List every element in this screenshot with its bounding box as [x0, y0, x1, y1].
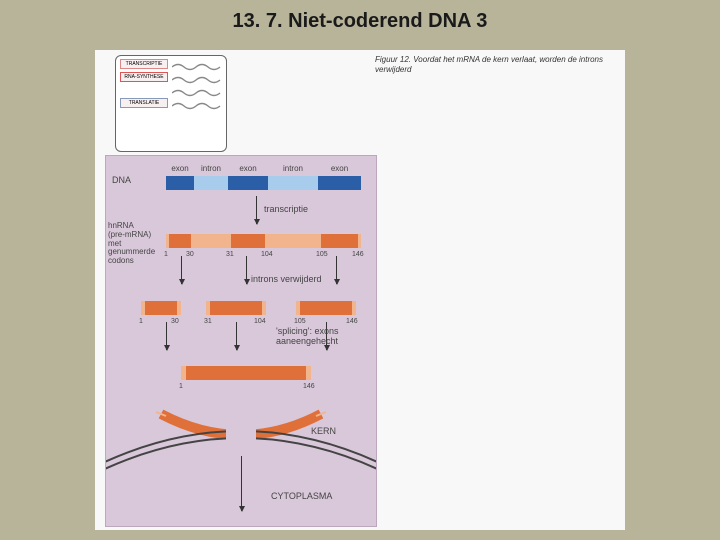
- premrna-segment: [268, 234, 318, 248]
- dna-seg-label: intron: [194, 164, 228, 173]
- dna-segment: [194, 176, 228, 190]
- dna-segment: [166, 176, 194, 190]
- dna-segment: [268, 176, 318, 190]
- codon-number: 30: [186, 251, 194, 258]
- codon-number: 146: [346, 318, 358, 325]
- step3-l2: aaneengehecht: [276, 336, 338, 346]
- step-label-transcriptie: transcriptie: [264, 204, 308, 214]
- caption-fig: Figuur 12.: [375, 55, 411, 64]
- step-label-splicing: 'splicing': exons aaneengehecht: [276, 326, 338, 346]
- inset-overview-box: TRANSCRIPTIE RNA-SYNTHESE TRANSLATIE: [115, 55, 227, 152]
- inset-strand-squiggle: [172, 72, 222, 82]
- codon-number: 105: [294, 318, 306, 325]
- codon-number: 104: [254, 318, 266, 325]
- exon-piece: [296, 301, 356, 315]
- codon-number: 105: [316, 251, 328, 258]
- codon-number: 1: [179, 383, 183, 390]
- exon-piece: [141, 301, 181, 315]
- arrow-down: [181, 256, 182, 284]
- arrow-down: [166, 322, 167, 350]
- codon-number: 146: [303, 383, 315, 390]
- label-cytoplasma: CYTOPLASMA: [271, 491, 332, 501]
- codon-number: 30: [171, 318, 179, 325]
- codon-number: 1: [139, 318, 143, 325]
- codon-number: 1: [164, 251, 168, 258]
- codon-number: 146: [352, 251, 364, 258]
- exon-piece: [206, 301, 266, 315]
- premrna-track: [166, 234, 361, 248]
- dna-seg-label: exon: [318, 164, 361, 173]
- premrna-l1: hnRNA: [108, 221, 134, 230]
- inset-stage-label: TRANSCRIPTIE: [120, 59, 168, 69]
- step3-l1: 'splicing': exons: [276, 326, 338, 336]
- mrna-track: [181, 366, 311, 380]
- premrna-l2: (pre-mRNA): [108, 230, 151, 239]
- codon-number: 31: [204, 318, 212, 325]
- premrna-segment: [318, 234, 361, 248]
- arrow-down: [236, 322, 237, 350]
- premrna-l5: codons: [108, 256, 134, 265]
- premrna-segment: [166, 234, 194, 248]
- caption-line2: Voordat het mRNA de kern verlaat, worden: [413, 55, 565, 64]
- arrow-exit-nucleus: [241, 456, 242, 511]
- slide: 13. 7. Niet-coderend DNA 3 Figuur 12. Vo…: [0, 0, 720, 540]
- codon-number: 104: [261, 251, 273, 258]
- inset-strand-squiggle: [172, 85, 222, 95]
- inset-strand-squiggle: [172, 59, 222, 69]
- main-diagram-panel: DNA exonintronexonintronexon transcripti…: [105, 155, 377, 527]
- dna-row-label: DNA: [112, 176, 131, 186]
- arrow-down: [246, 256, 247, 284]
- inset-stage-label: TRANSLATIE: [120, 98, 168, 108]
- premrna-segment: [194, 234, 228, 248]
- diagram-area: Figuur 12. Voordat het mRNA de kern verl…: [95, 50, 625, 530]
- dna-seg-label: exon: [228, 164, 268, 173]
- dna-seg-label: exon: [166, 164, 194, 173]
- slide-title: 13. 7. Niet-coderend DNA 3: [0, 10, 720, 33]
- label-kern: KERN: [311, 426, 336, 436]
- premrna-segment: [228, 234, 268, 248]
- figure-caption: Figuur 12. Voordat het mRNA de kern verl…: [375, 55, 615, 75]
- premrna-l3: met: [108, 239, 121, 248]
- arrow-down: [336, 256, 337, 284]
- inset-strand-squiggle: [172, 98, 222, 108]
- dna-track: [166, 176, 361, 190]
- premrna-row-label: hnRNA (pre-mRNA) met genummerde codons: [108, 222, 155, 266]
- inset-stage-label: RNA-SYNTHESE: [120, 72, 168, 82]
- dna-seg-label: intron: [268, 164, 318, 173]
- codon-number: 31: [226, 251, 234, 258]
- premrna-l4: genummerde: [108, 247, 155, 256]
- arrow-transcriptie: [256, 196, 257, 224]
- dna-segment: [318, 176, 361, 190]
- step-label-introns: introns verwijderd: [251, 274, 322, 284]
- dna-segment: [228, 176, 268, 190]
